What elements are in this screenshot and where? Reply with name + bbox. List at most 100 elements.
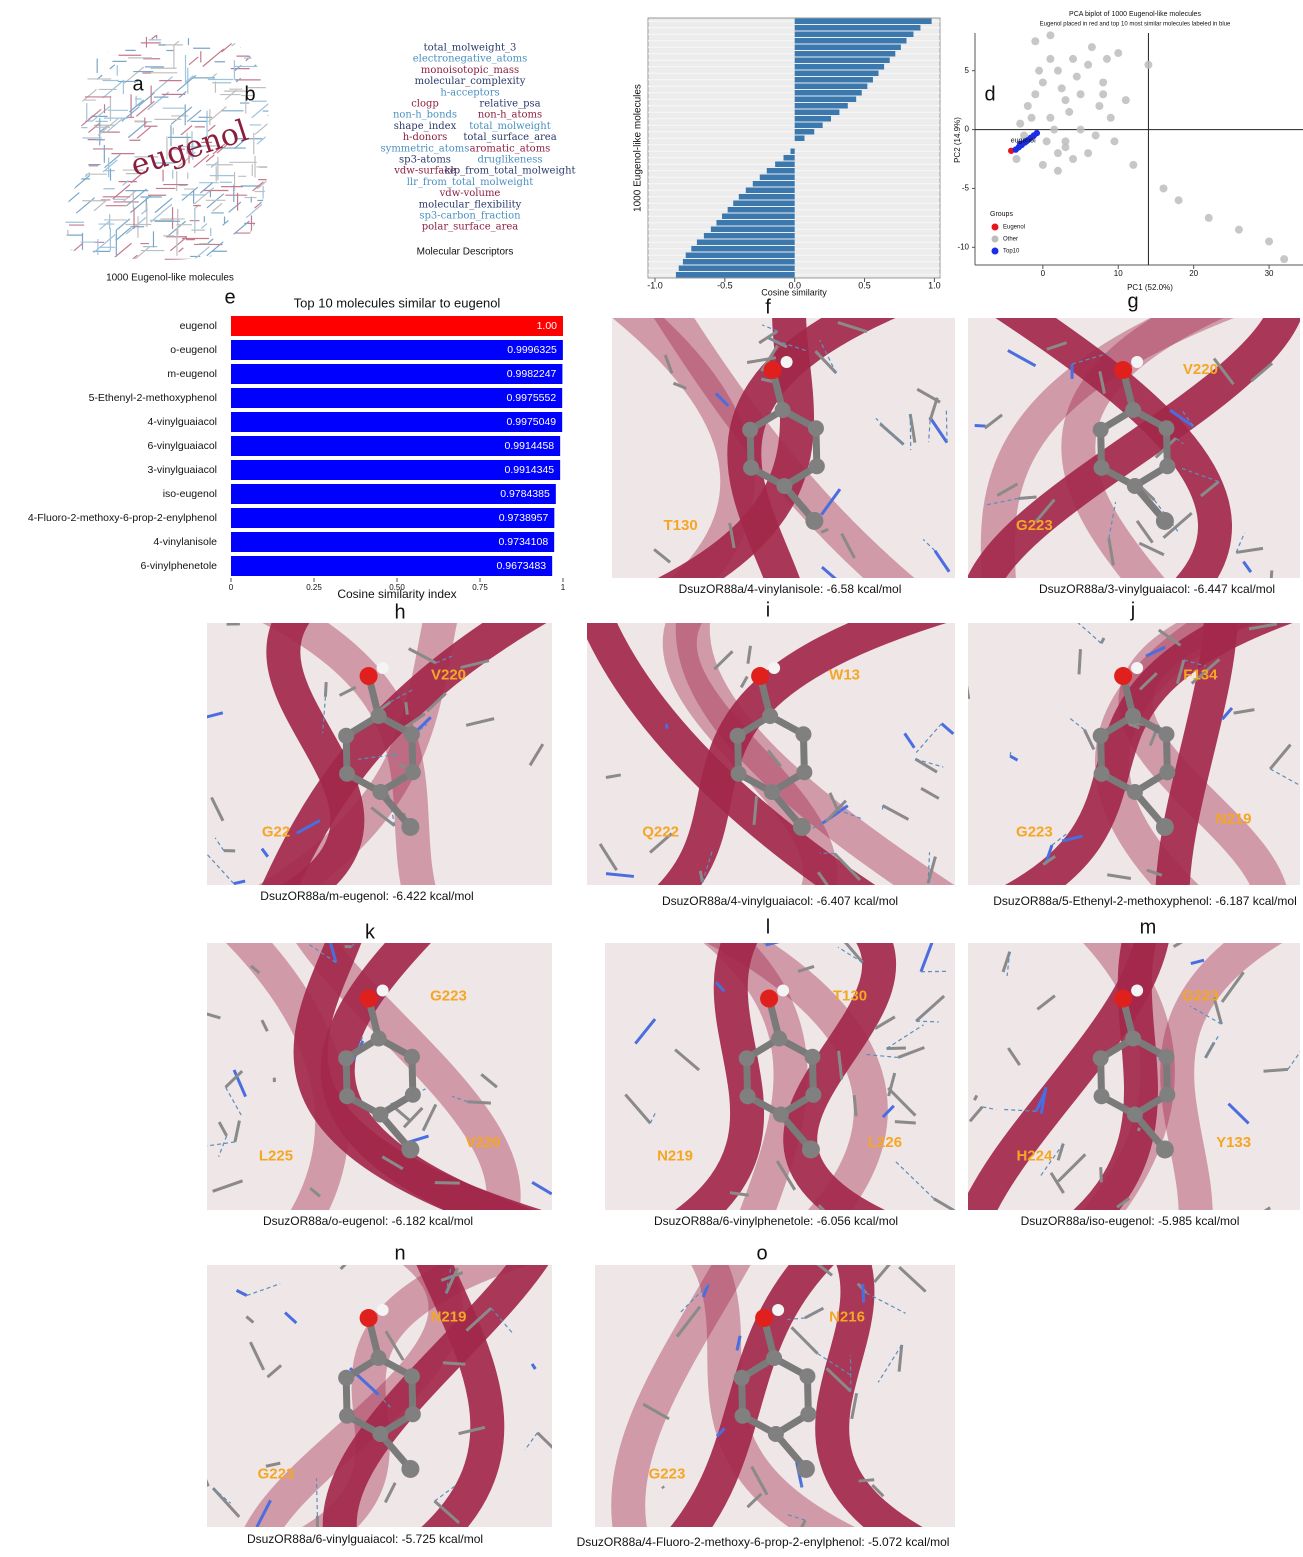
panel-letter: f (765, 296, 771, 318)
descriptor-word: total_molweight (469, 121, 550, 132)
panel-letter: g (1127, 290, 1138, 312)
point (1073, 73, 1081, 81)
point (1175, 196, 1183, 204)
legend-swatch (992, 236, 999, 243)
atom (1159, 458, 1175, 474)
atom-hydrogen (1131, 356, 1143, 368)
y-axis-label: PC2 (14.9%) (953, 117, 962, 163)
atom-oxygen (751, 667, 769, 685)
value-label: 0.9996325 (507, 344, 557, 356)
residue-label: N219 (657, 1148, 693, 1165)
chart-title: Top 10 molecules similar to eugenol (294, 295, 501, 310)
side-chain (895, 1122, 916, 1123)
descriptor-word: sp3-carbon_fraction (419, 211, 521, 222)
atom (773, 1106, 789, 1122)
docking-view: T130 (612, 298, 955, 598)
panel-caption: DsuzOR88a/4-vinylanisole: -6.58 kcal/mol (679, 582, 902, 596)
descriptor-word: electronegative_atoms (413, 54, 528, 65)
bar (795, 123, 823, 129)
cloud-word (232, 29, 252, 46)
bar (746, 188, 795, 194)
side-chain (662, 1486, 663, 1488)
atom (371, 1031, 387, 1047)
h-bond (1010, 752, 1011, 756)
atom (371, 708, 387, 724)
point (1160, 184, 1168, 192)
bar (716, 220, 794, 226)
value-label: 0.9673483 (497, 560, 547, 572)
x-axis-label: Cosine similarity index (337, 587, 456, 601)
panel-caption: DsuzOR88a/5-Ethenyl-2-methoxyphenol: -6.… (993, 894, 1296, 908)
bar (679, 266, 795, 272)
y-tick-label: 5-Ethenyl-2-methoxyphenol (89, 392, 217, 404)
cloud-word (111, 243, 131, 260)
atom (1125, 1031, 1141, 1047)
atom (730, 728, 746, 744)
point (1065, 108, 1073, 116)
cloud-word (137, 18, 154, 32)
x-tick-label: -0.5 (717, 280, 733, 290)
atom (405, 1087, 421, 1103)
y-tick-label: iso-eugenol (163, 488, 217, 500)
point (1031, 37, 1039, 45)
cloud-word (249, 27, 258, 35)
atom (731, 766, 747, 782)
residue-label: F134 (1183, 666, 1218, 683)
point (1024, 102, 1032, 110)
bar (795, 19, 932, 25)
x-tick-label: 10 (1114, 269, 1123, 278)
atom (809, 458, 825, 474)
cloud-word (66, 193, 79, 204)
x-tick-label: 1.0 (928, 280, 941, 290)
point (1110, 137, 1118, 145)
cloud-word (212, 74, 217, 78)
atom-hydrogen (377, 662, 389, 674)
legend-swatch (992, 248, 999, 255)
point (1046, 114, 1054, 122)
atom-carbon (401, 1140, 419, 1158)
atom (1093, 422, 1109, 438)
atom (742, 422, 758, 438)
cloud-word (254, 49, 275, 67)
bar (795, 84, 868, 90)
atom (338, 728, 354, 744)
point (1031, 90, 1039, 98)
descriptor-word: sp3-atoms (399, 155, 451, 166)
point (1107, 114, 1115, 122)
point (1084, 149, 1092, 157)
atom (1094, 460, 1110, 476)
cloud-word (128, 122, 147, 138)
residue-label: L225 (259, 1148, 293, 1165)
cloud-word (154, 10, 173, 26)
value-label: 0.9975049 (507, 416, 557, 428)
panel-caption: DsuzOR88a/6-vinylguaiacol: -5.725 kcal/m… (247, 1532, 483, 1546)
point (1265, 237, 1273, 245)
atom (739, 1050, 755, 1066)
atom (1127, 478, 1143, 494)
cloud-word (150, 28, 158, 35)
bar (795, 97, 856, 103)
atom-carbon (1156, 512, 1174, 530)
atom-oxygen (760, 990, 778, 1008)
page: a1000 Eugenol-like moleculeseugenolbMole… (0, 0, 1303, 1552)
point (1077, 126, 1085, 134)
atom (339, 1408, 355, 1424)
point (1046, 55, 1054, 63)
atom (764, 784, 780, 800)
descriptor-word: h-acceptors (440, 87, 499, 98)
cloud-word (228, 22, 244, 36)
atom (404, 1368, 420, 1384)
bar (795, 110, 840, 116)
x-tick-label: 0 (229, 583, 234, 592)
x-axis-label: PC1 (52.0%) (1127, 283, 1173, 292)
legend-swatch (992, 224, 999, 231)
bar (795, 103, 848, 109)
cloud-word (88, 124, 99, 133)
point (1012, 155, 1020, 163)
side-chain (975, 425, 986, 426)
point (1280, 255, 1288, 263)
atom (766, 1350, 782, 1366)
point (1144, 61, 1152, 69)
atom (372, 1106, 388, 1122)
